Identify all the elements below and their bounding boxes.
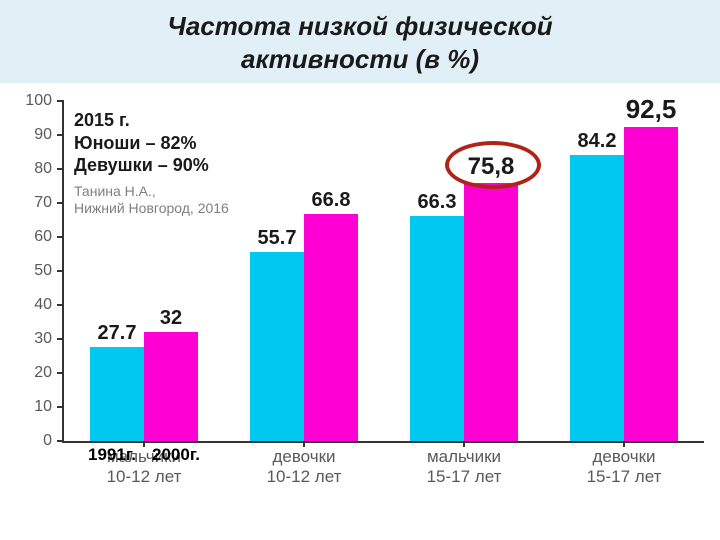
year-label-1991: 1991г. [88, 445, 136, 465]
y-tick [57, 304, 64, 306]
bar-value-label: 32 [160, 307, 182, 330]
y-tick-label: 100 [25, 92, 52, 110]
bar-value-label: 75,8 [468, 153, 515, 181]
y-tick [57, 236, 64, 238]
chart-container: 2015 г. Юноши – 82% Девушки – 90% Танина… [0, 83, 720, 523]
y-tick [57, 406, 64, 408]
y-tick-label: 20 [34, 364, 52, 382]
y-tick-label: 80 [34, 160, 52, 178]
bar-series-a: 66.3 [410, 216, 464, 441]
bar-series-b: 92,5 [624, 127, 678, 442]
year-label-2000: 2000г. [152, 445, 200, 465]
y-tick-label: 10 [34, 398, 52, 416]
y-tick [57, 168, 64, 170]
x-category-label: мальчики15-17 лет [427, 447, 502, 488]
y-tick-label: 50 [34, 262, 52, 280]
y-tick-label: 70 [34, 194, 52, 212]
y-tick [57, 134, 64, 136]
y-tick-label: 60 [34, 228, 52, 246]
bar-series-b: 66.8 [304, 214, 358, 441]
y-tick [57, 270, 64, 272]
bar-series-b: 32 [144, 332, 198, 441]
bar-series-a: 27.7 [90, 347, 144, 441]
bar-group: 55.766.8девочки10-12 лет [224, 101, 384, 441]
chart-title-line1: Частота низкой физической [167, 11, 552, 41]
y-tick [57, 440, 64, 442]
bar-series-b: 75,8 [464, 183, 518, 441]
y-tick-label: 40 [34, 296, 52, 314]
bar-group: 27.732мальчики10-12 лет [64, 101, 224, 441]
bar-value-label: 66.8 [312, 189, 351, 212]
bar-value-label: 92,5 [626, 94, 677, 125]
bar-value-label: 27.7 [98, 322, 137, 345]
plot-area: 2015 г. Юноши – 82% Девушки – 90% Танина… [62, 101, 704, 443]
y-tick [57, 372, 64, 374]
bar-group: 84.292,5девочки15-17 лет [544, 101, 704, 441]
x-category-label: девочки15-17 лет [587, 447, 662, 488]
y-tick [57, 202, 64, 204]
chart-title-line2: активности (в %) [241, 44, 479, 74]
y-tick [57, 100, 64, 102]
y-tick-label: 90 [34, 126, 52, 144]
x-category-label: девочки10-12 лет [267, 447, 342, 488]
bar-group: 66.375,8мальчики15-17 лет [384, 101, 544, 441]
bar-value-label: 84.2 [578, 130, 617, 153]
bar-series-a: 55.7 [250, 252, 304, 441]
y-tick [57, 338, 64, 340]
bar-value-label: 66.3 [418, 191, 457, 214]
bar-value-label: 55.7 [258, 227, 297, 250]
bar-series-a: 84.2 [570, 155, 624, 441]
chart-title: Частота низкой физической активности (в … [0, 0, 720, 83]
y-tick-label: 0 [43, 432, 52, 450]
y-tick-label: 30 [34, 330, 52, 348]
